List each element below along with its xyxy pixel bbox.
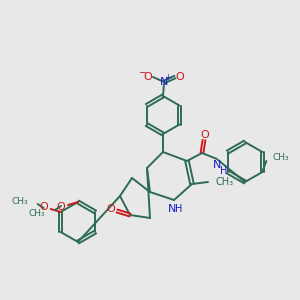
Text: O: O	[201, 130, 209, 140]
Text: H: H	[175, 204, 183, 214]
Text: O: O	[144, 72, 152, 82]
Text: −: −	[139, 68, 147, 78]
Text: CH₃: CH₃	[28, 208, 45, 217]
Text: H: H	[220, 166, 228, 176]
Text: O: O	[39, 202, 48, 212]
Text: +: +	[165, 73, 171, 82]
Text: O: O	[57, 202, 65, 212]
Text: O: O	[106, 204, 116, 214]
Text: CH₃: CH₃	[216, 177, 234, 187]
Text: N: N	[160, 77, 168, 87]
Text: O: O	[176, 72, 184, 82]
Text: N: N	[213, 160, 221, 170]
Text: N: N	[168, 204, 176, 214]
Text: CH₃: CH₃	[272, 152, 289, 161]
Text: CH₃: CH₃	[11, 196, 28, 206]
